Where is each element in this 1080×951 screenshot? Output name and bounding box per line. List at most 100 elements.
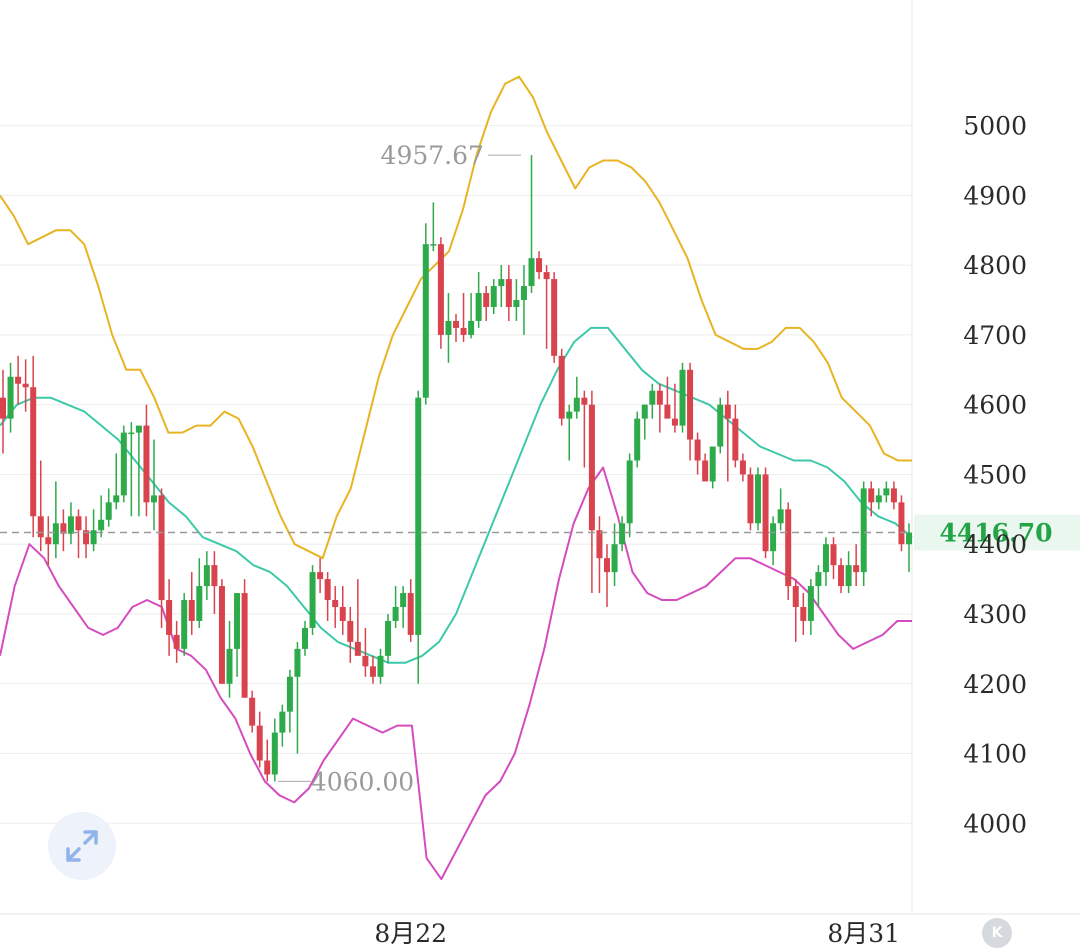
candle-body-up	[128, 432, 135, 435]
candle-body-up	[679, 369, 686, 426]
candle-body-down	[211, 565, 218, 587]
candle-body-down	[256, 725, 263, 761]
candle-body-down	[830, 544, 837, 566]
candle-body-up	[113, 495, 120, 503]
k-line-badge-icon[interactable]: K	[982, 918, 1012, 948]
candle-body-up	[67, 516, 74, 534]
candle-body-down	[339, 607, 346, 621]
candle-body-down	[241, 593, 248, 698]
candle-body-down	[22, 383, 29, 388]
candle-body-up	[619, 523, 626, 545]
candle-body-up	[422, 244, 429, 398]
candle-body-up	[302, 627, 308, 649]
candle-body-down	[581, 397, 588, 405]
y-tick-label: 4800	[963, 251, 1027, 280]
candle-body-down	[362, 655, 369, 667]
y-axis: 4000 4100 4200 4300 4400 4500 4600 4700 4800 4900…	[963, 112, 1027, 839]
candle-body-down	[536, 258, 543, 273]
upper-band-line	[0, 75, 912, 560]
candle-body-down	[800, 607, 807, 621]
candle-body-up	[196, 586, 203, 621]
annotation-high-label: 4957.67	[381, 141, 484, 170]
candle-body-up	[498, 279, 505, 287]
candle-body-up	[294, 648, 301, 677]
y-tick-label: 4000	[963, 809, 1027, 838]
candle-body-down	[694, 439, 701, 461]
candle-body-down	[739, 460, 746, 475]
current-price-label: 4416.70	[939, 519, 1052, 548]
candle-body-up	[98, 519, 105, 531]
candle-body-up	[377, 655, 384, 677]
y-tick-label: 4400	[963, 530, 1027, 559]
annotation-low-label: 4060.00	[311, 767, 414, 796]
y-tick-label: 4700	[963, 321, 1027, 350]
y-tick-label: 4500	[963, 460, 1027, 489]
candle-body-down	[173, 634, 180, 649]
lower-band-line	[0, 466, 912, 881]
overlays: 4416.70 4957.67 4060.00	[0, 141, 1080, 796]
candle-body-down	[407, 593, 414, 635]
candle-body-down	[369, 666, 376, 677]
candle-body-down	[483, 293, 490, 307]
candle-body-down	[664, 404, 671, 419]
candle-body-down	[551, 279, 558, 356]
candle-body-down	[60, 523, 67, 534]
candle-body-up	[641, 404, 648, 419]
candle-body-up	[226, 648, 233, 684]
candle-body-up	[883, 488, 890, 496]
candle-body-down	[143, 425, 150, 503]
candle-body-down	[543, 272, 550, 280]
candle-body-down	[853, 565, 860, 573]
x-tick-label: 8月22	[374, 919, 447, 947]
candle-body-down	[460, 327, 467, 335]
candle-body-down	[762, 474, 769, 552]
candle-body-up	[90, 530, 97, 545]
candle-body-down	[687, 369, 694, 440]
y-tick-label: 4100	[963, 740, 1027, 769]
current-price-tag	[914, 514, 1080, 551]
candle-body-up	[279, 711, 286, 733]
candle-body-up	[400, 593, 407, 608]
candle-body-up	[286, 676, 293, 712]
candle-body-down	[332, 600, 339, 608]
candle-body-up	[611, 544, 618, 573]
candle-body-down	[45, 537, 52, 545]
candle-body-up	[490, 286, 497, 307]
candle-body-down	[249, 697, 256, 726]
candle-body-up	[392, 607, 399, 621]
candle-body-down	[671, 418, 678, 426]
candle-body-down	[505, 279, 512, 307]
candle-body-down	[838, 565, 845, 587]
candle-body-up	[513, 300, 520, 307]
candle-body-up	[203, 565, 210, 587]
candle-body-down	[83, 530, 90, 545]
candle-body-up	[135, 425, 142, 433]
candle-body-down	[30, 387, 37, 517]
candle-body-up	[634, 418, 641, 461]
candle-body-down	[347, 620, 354, 642]
candle-body-down	[354, 641, 361, 656]
candle-body-up	[105, 502, 112, 520]
candle-body-up	[7, 376, 14, 419]
expand-icon	[66, 830, 98, 862]
candle-body-down	[785, 509, 792, 587]
candle-body-up	[815, 572, 822, 587]
candle-body-up	[807, 586, 814, 621]
candle-body-down	[75, 516, 82, 531]
candle-body-up	[120, 432, 127, 496]
candle-body-down	[898, 502, 905, 545]
candle-body-up	[649, 390, 656, 405]
candle-body-up	[415, 397, 422, 635]
candle-body-down	[604, 558, 610, 573]
x-tick-label: 8月31	[827, 919, 900, 947]
candle-body-down	[656, 390, 663, 405]
candle-body-up	[468, 320, 475, 335]
candle-body-up	[520, 286, 527, 301]
candle-body-up	[181, 600, 188, 649]
expand-button[interactable]	[48, 812, 116, 880]
candle-body-down	[702, 460, 709, 482]
candle-body-down	[324, 579, 331, 601]
candle-body-down	[188, 600, 195, 621]
